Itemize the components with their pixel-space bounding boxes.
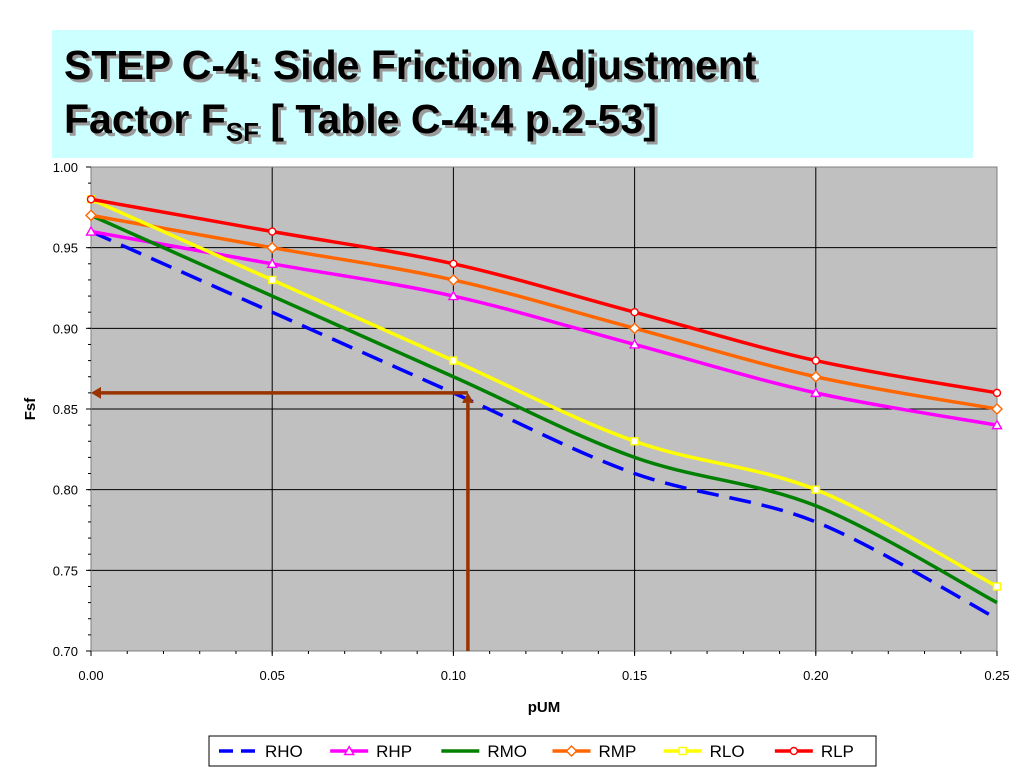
point-rlp: [630, 308, 639, 317]
series-rmo: [90, 213, 998, 605]
annotation-arrowhead-2: [91, 386, 101, 399]
legend-marker-rlp: [789, 746, 799, 756]
legend-item-rmp: RMP: [552, 742, 637, 761]
legend-marker-rhp: [343, 745, 355, 756]
point-rlo: [992, 582, 1002, 591]
y-tick-label: 0.80: [53, 483, 78, 498]
point-rlo: [449, 356, 458, 365]
y-tick-label: 0.90: [53, 321, 78, 336]
series-line-rlp: [90, 197, 998, 395]
series-line-rmp: [90, 213, 998, 411]
point-rlp: [992, 388, 1002, 398]
point-rhp: [810, 386, 822, 398]
title-line-1: STEP C-4: Side Friction Adjustment: [64, 42, 757, 88]
y-tick-label: 0.70: [53, 644, 78, 659]
legend-label-rho: RHO: [265, 742, 303, 761]
title-background: [52, 30, 973, 158]
y-tick-label: 0.95: [53, 241, 78, 256]
series-line-rhp: [90, 229, 998, 427]
point-rhp: [85, 225, 97, 236]
point-rlp: [268, 227, 277, 236]
series-line-rlo: [90, 197, 998, 589]
point-rmp: [266, 241, 279, 254]
point-rmp: [85, 209, 97, 222]
legend-label-rmo: RMO: [487, 742, 527, 761]
point-rlp: [811, 356, 820, 365]
point-rlp: [86, 195, 96, 204]
x-tick-label: 0.15: [622, 668, 647, 683]
annotations: [91, 386, 474, 651]
legend-item-rlp: RLP: [774, 742, 854, 761]
title-line-2-prefix: Factor F: [64, 96, 226, 142]
legend-item-rhp: RHP: [330, 742, 412, 761]
y-axis-title: Fsf: [22, 397, 39, 421]
point-rlo: [630, 437, 639, 446]
point-rlo: [811, 485, 820, 494]
legend-label-rmp: RMP: [599, 742, 637, 761]
annotation-arrowhead-1: [461, 392, 474, 403]
legend-label-rlp: RLP: [821, 742, 854, 761]
title-subscript: SF: [225, 117, 259, 147]
series-rhp: [85, 225, 1003, 430]
title-line-2-suffix: [ Table C-4:4 p.2-53]: [258, 96, 657, 142]
y-tick-label: 0.75: [53, 563, 78, 578]
series-rmp: [85, 209, 1003, 415]
point-rhp: [266, 257, 278, 268]
y-tick-label: 1.00: [53, 160, 78, 175]
series-line-rho: [90, 229, 998, 621]
legend-item-rho: RHO: [219, 742, 303, 761]
point-rlp: [449, 259, 458, 268]
axes: 0.70 0.75 0.80 0.85 0.90 0.95 1.00 0.00 0.05 0.10…: [53, 160, 1010, 683]
legend-label-rhp: RHP: [376, 742, 412, 761]
series-rlp: [86, 195, 1002, 398]
x-axis-title: pUM: [528, 699, 561, 716]
slide-title: STEP C-4: Side Friction Adjustment Factor…: [64, 38, 969, 146]
point-rmp: [809, 370, 822, 383]
legend-marker-rlo: [678, 746, 687, 756]
data-series: [85, 195, 1003, 621]
legend-item-rlo: RLO: [663, 742, 745, 761]
point-rmp: [991, 403, 1003, 415]
legend: RHO RHP RMO RMP RLO RLP: [208, 735, 877, 767]
point-rhp: [447, 290, 460, 301]
point-rmp: [628, 322, 641, 335]
y-tick-label: 0.85: [53, 402, 78, 417]
point-rhp: [628, 338, 641, 349]
x-tick-label: 0.05: [260, 668, 285, 683]
x-tick-label: 0.20: [803, 668, 828, 683]
point-rlo: [268, 275, 277, 285]
point-rhp: [991, 419, 1003, 430]
legend-label-rlo: RLO: [710, 742, 745, 761]
point-rmp: [447, 273, 460, 286]
x-tick-label: 0.00: [78, 668, 103, 683]
series-line-rmo: [90, 213, 998, 605]
legend-box: [208, 735, 877, 767]
legend-marker-rmp: [565, 745, 578, 757]
legend-item-rmo: RMO: [441, 742, 527, 761]
x-tick-label: 0.10: [441, 668, 466, 683]
x-tick-label: 0.25: [984, 668, 1009, 683]
series-rho: [90, 229, 998, 621]
